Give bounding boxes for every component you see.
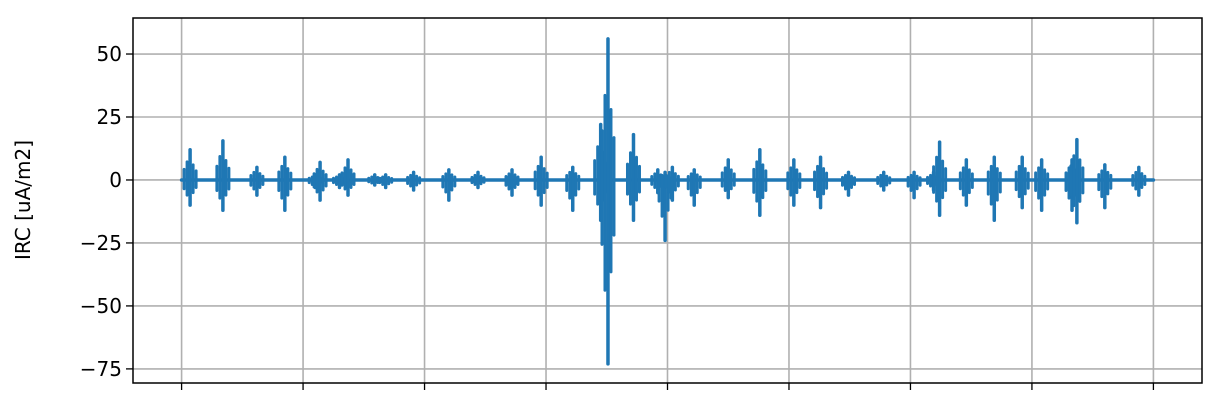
burst (664, 165, 680, 202)
burst (277, 155, 293, 212)
y-axis-label: IRC [uA/m2] (11, 140, 35, 260)
irc-series (179, 37, 1156, 366)
burst (720, 158, 736, 200)
burst (504, 168, 520, 197)
burst (1034, 158, 1050, 212)
burst (533, 155, 549, 207)
burst (841, 170, 857, 197)
burst (932, 140, 948, 217)
y-tick-label: −50 (80, 294, 122, 318)
burst (600, 37, 616, 366)
y-tick-label: −25 (80, 231, 122, 255)
y-tick-label: 50 (97, 42, 122, 66)
burst (182, 147, 198, 207)
burst (876, 170, 892, 192)
burst (1014, 155, 1030, 210)
burst (786, 158, 802, 207)
burst (470, 170, 486, 190)
burst (312, 160, 328, 202)
burst (215, 139, 231, 212)
burst (378, 173, 394, 190)
y-tick-label: 0 (109, 168, 122, 192)
ticks: 50 25 0 −25 −50 −75 (80, 42, 1155, 390)
y-tick-label: −75 (80, 357, 122, 381)
burst (686, 168, 702, 207)
burst (752, 147, 768, 217)
burst (906, 170, 922, 200)
burst (340, 158, 356, 197)
burst (1069, 137, 1085, 225)
burst (441, 168, 457, 202)
burst (813, 155, 829, 210)
burst (958, 158, 974, 207)
burst (406, 170, 422, 192)
burst (565, 165, 581, 212)
burst (1097, 163, 1113, 210)
burst (249, 165, 265, 197)
burst (986, 155, 1002, 223)
burst (1131, 165, 1147, 197)
burst (625, 132, 641, 223)
y-tick-label: 25 (97, 105, 122, 129)
